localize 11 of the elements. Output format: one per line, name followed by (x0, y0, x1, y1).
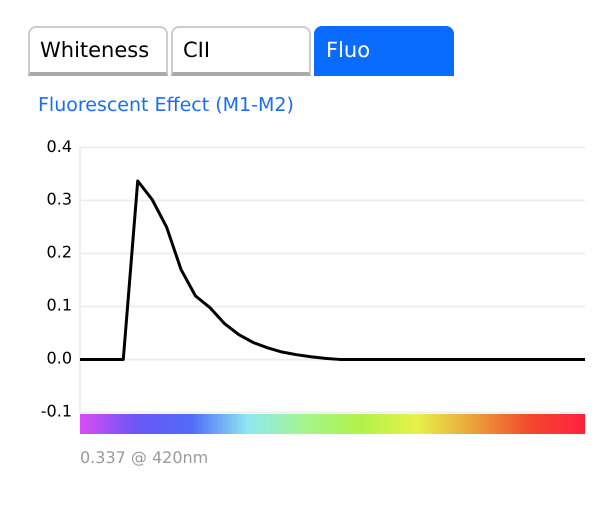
y-tick-label: 0.0 (46, 348, 72, 368)
y-tick-label: 0.2 (46, 242, 72, 262)
y-tick-label: 0.4 (46, 136, 72, 156)
text: Whiteness (28, 26, 168, 76)
y-tick-label: 0.3 (46, 190, 72, 209)
text: CII (171, 26, 311, 76)
text: Fluo (314, 26, 454, 76)
chart-title: Fluorescent Effect (M1-M2) (38, 94, 294, 116)
text: 0.337 @ 420nm (80, 448, 208, 467)
y-tick-label: 0.1 (46, 296, 72, 315)
y-tick-label: -0.1 (40, 402, 72, 421)
